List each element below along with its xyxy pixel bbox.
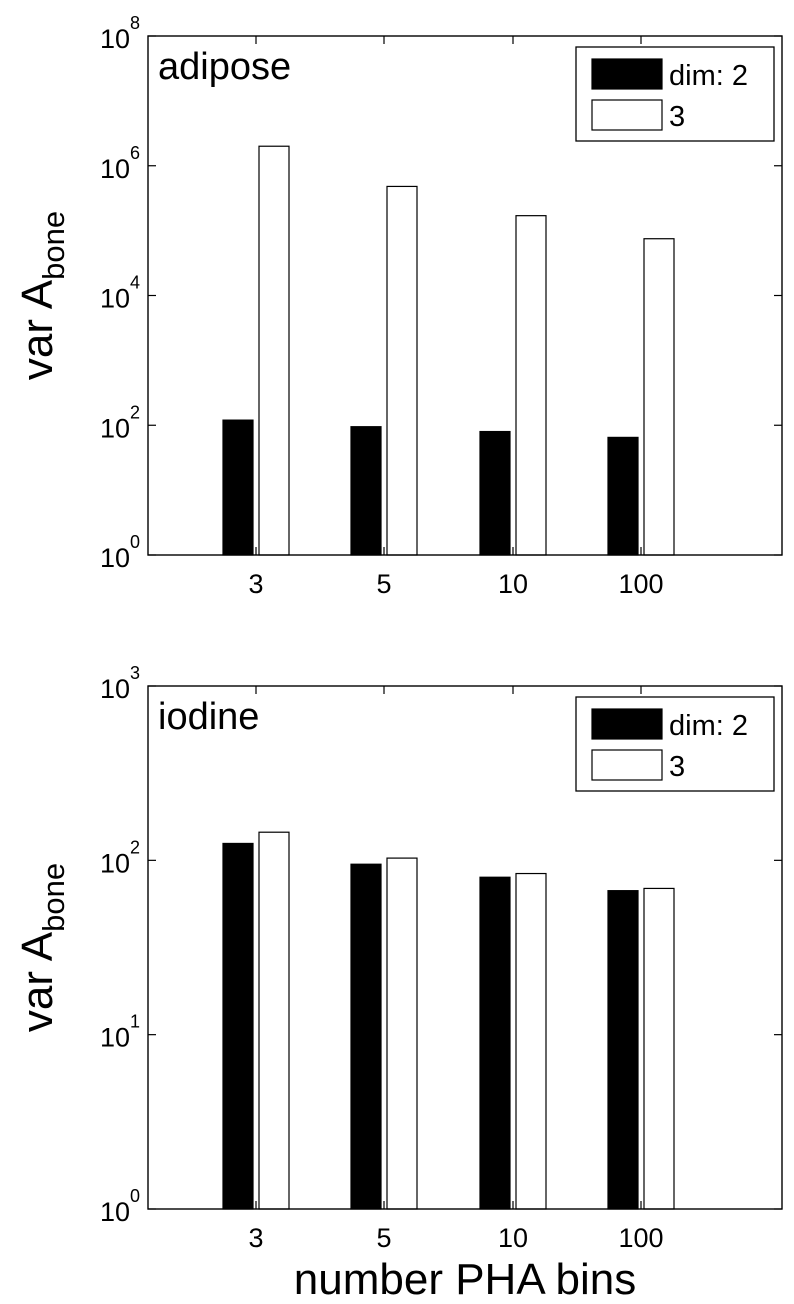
x-tick-label: 10	[498, 569, 528, 599]
legend-label: 3	[669, 751, 685, 783]
x-tick-label: 3	[248, 569, 263, 599]
chart-panel-iodine: 100 101 102 103 3 5 10 100 iodine var Abone number…	[13, 663, 783, 1304]
y-tick-label: 108	[100, 13, 140, 54]
y-axis-label: var Abone	[13, 863, 71, 1032]
bar-dim3-3	[258, 145, 290, 556]
bar-dim2-10	[479, 430, 511, 556]
y-tick-label: 102	[100, 837, 140, 878]
y-tick-label: 100	[100, 532, 140, 573]
panel-annotation: adipose	[158, 46, 291, 88]
x-tick-label: 5	[376, 1223, 391, 1253]
y-tick-label: 100	[100, 1186, 140, 1227]
bar-dim2-3	[222, 842, 254, 1210]
bar-dim2-5	[350, 426, 382, 556]
bar-dim2-5	[350, 863, 382, 1210]
bar-dim3-10	[515, 872, 547, 1210]
y-tick-label: 106	[100, 143, 140, 184]
legend: dim: 2 3	[575, 46, 775, 142]
x-axis-label: number PHA bins	[294, 1255, 636, 1304]
bar-dim3-100	[643, 238, 675, 556]
bar-dim3-5	[386, 185, 418, 556]
x-tick-label: 5	[376, 569, 391, 599]
legend-swatch	[591, 749, 663, 781]
x-tick-label: 10	[498, 1223, 528, 1253]
chart-panel-adipose: 100 102 104 106 108 3 5 10 100 adipose var Abone di…	[13, 13, 783, 599]
legend-label: 3	[669, 101, 685, 133]
legend-swatch	[591, 58, 663, 90]
panel-annotation: iodine	[158, 696, 259, 738]
x-tick-label: 100	[618, 1223, 663, 1253]
bar-dim2-3	[222, 419, 254, 556]
legend-swatch	[591, 708, 663, 740]
y-tick-label: 104	[100, 273, 140, 314]
bar-dim3-5	[386, 857, 418, 1210]
bar-dim2-10	[479, 876, 511, 1210]
x-tick-label: 100	[618, 569, 663, 599]
bar-dim2-100	[607, 890, 639, 1210]
legend: dim: 2 3	[575, 696, 775, 792]
bar-dim2-100	[607, 436, 639, 556]
y-tick-label: 103	[100, 663, 140, 704]
bar-dim3-10	[515, 215, 547, 556]
y-axis-label: var Abone	[13, 211, 71, 380]
legend-swatch	[591, 99, 663, 131]
axes-frame	[147, 685, 783, 1210]
legend-label: dim: 2	[669, 710, 748, 742]
legend-label: dim: 2	[669, 60, 748, 92]
bar-dim3-100	[643, 887, 675, 1210]
y-tick-label: 101	[100, 1012, 140, 1053]
y-tick-label: 102	[100, 402, 140, 443]
x-tick-label: 3	[248, 1223, 263, 1253]
bar-dim3-3	[258, 831, 290, 1210]
